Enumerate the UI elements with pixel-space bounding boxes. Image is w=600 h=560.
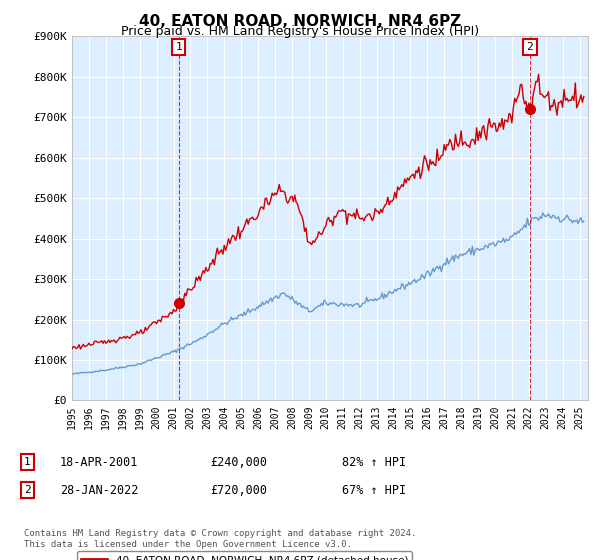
Text: £240,000: £240,000 xyxy=(210,455,267,469)
Text: £720,000: £720,000 xyxy=(210,483,267,497)
Legend: 40, EATON ROAD, NORWICH, NR4 6PZ (detached house), HPI: Average price, detached : 40, EATON ROAD, NORWICH, NR4 6PZ (detach… xyxy=(77,551,412,560)
Text: Contains HM Land Registry data © Crown copyright and database right 2024.
This d: Contains HM Land Registry data © Crown c… xyxy=(24,529,416,549)
Text: 67% ↑ HPI: 67% ↑ HPI xyxy=(342,483,406,497)
Text: Price paid vs. HM Land Registry's House Price Index (HPI): Price paid vs. HM Land Registry's House … xyxy=(121,25,479,38)
Text: 2: 2 xyxy=(24,485,31,495)
Text: 2: 2 xyxy=(527,42,533,52)
Text: 18-APR-2001: 18-APR-2001 xyxy=(60,455,139,469)
Text: 1: 1 xyxy=(24,457,31,467)
Text: 1: 1 xyxy=(175,42,182,52)
Text: 82% ↑ HPI: 82% ↑ HPI xyxy=(342,455,406,469)
Text: 28-JAN-2022: 28-JAN-2022 xyxy=(60,483,139,497)
Text: 40, EATON ROAD, NORWICH, NR4 6PZ: 40, EATON ROAD, NORWICH, NR4 6PZ xyxy=(139,14,461,29)
